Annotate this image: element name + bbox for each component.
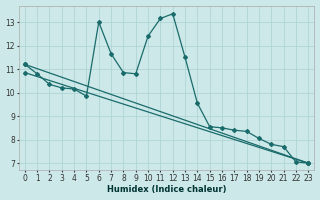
X-axis label: Humidex (Indice chaleur): Humidex (Indice chaleur) (107, 185, 226, 194)
